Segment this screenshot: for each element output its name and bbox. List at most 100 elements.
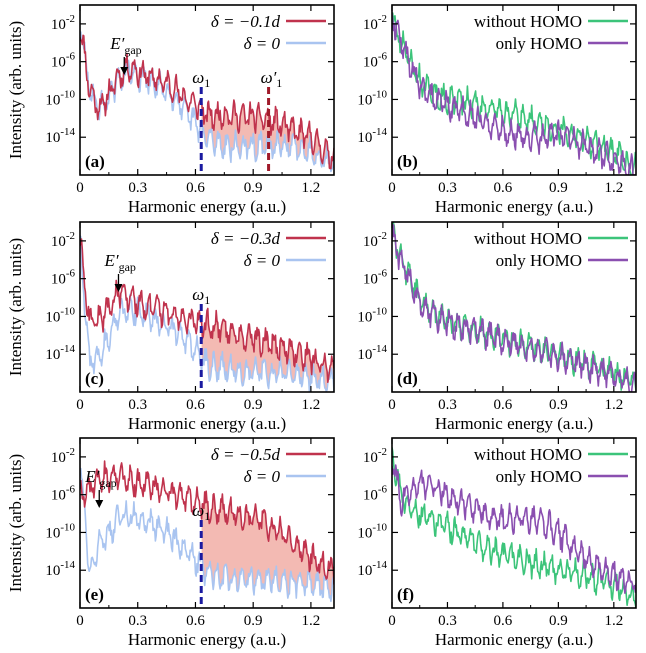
x-tick-label: 0.6 — [494, 397, 513, 413]
y-tick-label: 10-6 — [51, 268, 76, 288]
y-axis-label: Intensity (arb. units) — [6, 21, 25, 159]
x-tick-label: 1.2 — [302, 613, 321, 629]
legend-label: without HOMO — [474, 12, 582, 31]
y-tick-label: 10-2 — [363, 446, 387, 466]
y-tick-exponent: -2 — [378, 13, 387, 25]
legend-label: δ = 0 — [244, 467, 281, 486]
legend-label: only HOMO — [496, 34, 582, 53]
y-tick-exponent: -14 — [60, 343, 75, 355]
egap-arrow-head — [95, 500, 104, 508]
y-tick-label: 10-14 — [45, 126, 75, 146]
y-tick-label: 10-14 — [357, 559, 387, 579]
y-tick-exponent: -6 — [66, 484, 76, 496]
x-tick-label: 0.3 — [128, 397, 147, 413]
x-axis-label: Harmonic energy (a.u.) — [435, 630, 593, 649]
x-tick-label: 0.9 — [549, 613, 568, 629]
egap-subscript: gap — [99, 476, 116, 490]
omega1-label: ω1 — [192, 285, 210, 307]
y-tick-exponent: -6 — [378, 484, 388, 496]
y-tick-exponent: -6 — [378, 51, 388, 63]
panel-b: 0 0.3 0.6 0.9 1.2 10-2 10-6 10-10 10-14 (b) withou… — [357, 4, 637, 216]
omega1-label: ω1 — [192, 68, 210, 90]
y-tick-exponent: -14 — [372, 126, 387, 138]
omega1-subscript: 1 — [204, 76, 210, 90]
y-tick-exponent: -10 — [60, 305, 75, 317]
x-axis-label: Harmonic energy (a.u.) — [128, 197, 286, 216]
y-tick-exponent: -2 — [66, 13, 75, 25]
y-tick-label: 10-10 — [45, 521, 75, 541]
y-tick-label: 10-10 — [357, 305, 387, 325]
y-tick-exponent: -2 — [66, 230, 75, 242]
y-tick-label: 10-2 — [51, 446, 75, 466]
y-tick-label: 10-14 — [357, 126, 387, 146]
egap-subscript: gap — [119, 260, 136, 274]
y-tick-label: 10-2 — [363, 13, 387, 33]
x-tick-label: 0 — [388, 397, 396, 413]
y-tick-exponent: -2 — [378, 446, 387, 458]
legend-label: without HOMO — [474, 229, 582, 248]
x-tick-label: 1.2 — [604, 613, 623, 629]
panel-d: 0 0.3 0.6 0.9 1.2 10-2 10-6 10-10 10-14 (d) withou… — [357, 221, 637, 433]
x-tick-label: 0.9 — [244, 613, 263, 629]
y-tick-exponent: -10 — [372, 305, 387, 317]
y-tick-label: 10-2 — [51, 230, 75, 250]
x-tick-label: 0.9 — [549, 397, 568, 413]
y-tick-label: 10-2 — [363, 230, 387, 250]
x-axis-label: Harmonic energy (a.u.) — [435, 414, 593, 433]
y-tick-exponent: -14 — [372, 559, 387, 571]
series-line-delta — [80, 34, 334, 170]
y-tick-exponent: -14 — [60, 559, 75, 571]
axes-frame — [391, 437, 637, 609]
x-tick-label: 0.3 — [438, 397, 457, 413]
plot-area — [80, 460, 334, 603]
series-line-only-homo — [392, 464, 636, 594]
y-tick-label: 10-6 — [363, 484, 388, 504]
panel-a: ω1 ω′1 E′gap 0 0.3 0.6 0.9 1.2 10-2 10-6 10-10 10-1… — [6, 4, 335, 216]
omega1-prime-label: ω′1 — [261, 68, 283, 90]
y-tick-label: 10-14 — [45, 559, 75, 579]
series-line-delta — [80, 460, 334, 585]
panel-label: (e) — [85, 585, 104, 604]
panel-label: (f) — [397, 585, 414, 604]
egap-label: E′gap — [103, 251, 135, 274]
egap-label: E′gap — [109, 34, 141, 57]
x-tick-label: 1.2 — [302, 180, 321, 196]
x-tick-label: 0.9 — [549, 180, 568, 196]
omega1-prime-subscript: 1 — [276, 76, 282, 90]
axes-frame — [391, 221, 637, 393]
x-tick-label: 0 — [76, 613, 84, 629]
panel-c: ω1 E′gap 0 0.3 0.6 0.9 1.2 10-2 10-6 10-10 10-14 (c… — [6, 221, 335, 433]
legend-label: δ = 0 — [244, 251, 281, 270]
axes-frame — [79, 437, 335, 609]
legend-label: only HOMO — [496, 251, 582, 270]
x-tick-label: 0.6 — [186, 397, 205, 413]
y-tick-label: 10-10 — [45, 88, 75, 108]
axes-frame — [391, 4, 637, 176]
series-line-delta0 — [80, 235, 334, 392]
legend-label: δ = −0.5d — [211, 445, 281, 464]
y-tick-label: 10-6 — [363, 268, 388, 288]
y-tick-label: 10-2 — [51, 13, 75, 33]
legend-label: δ = 0 — [244, 34, 281, 53]
x-tick-label: 0.6 — [494, 180, 513, 196]
y-axis-label: Intensity (arb. units) — [6, 454, 25, 592]
omega1-subscript: 1 — [204, 509, 210, 523]
x-tick-label: 0.3 — [438, 613, 457, 629]
y-tick-label: 10-10 — [357, 521, 387, 541]
x-tick-label: 0 — [76, 397, 84, 413]
egap-arrow-head — [120, 67, 129, 75]
plot-area — [80, 235, 334, 392]
y-tick-exponent: -10 — [60, 88, 75, 100]
plot-area — [392, 12, 636, 175]
x-tick-label: 1.2 — [302, 397, 321, 413]
y-tick-label: 10-6 — [363, 51, 388, 71]
omega1-subscript: 1 — [204, 293, 210, 307]
series-line-delta — [80, 238, 334, 383]
x-tick-label: 0.3 — [128, 613, 147, 629]
x-tick-label: 0 — [76, 180, 84, 196]
x-axis-label: Harmonic energy (a.u.) — [435, 197, 593, 216]
y-tick-exponent: -2 — [378, 230, 387, 242]
series-line-only-homo — [392, 224, 636, 392]
